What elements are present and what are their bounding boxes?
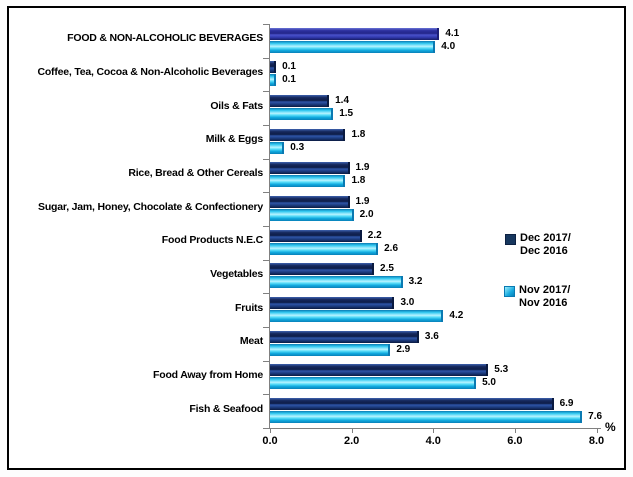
- category-label: Food Away from Home: [153, 369, 263, 381]
- bar-value-label: 2.0: [359, 208, 374, 220]
- category-label: Meat: [239, 335, 263, 348]
- y-axis-tick: [263, 24, 270, 25]
- legend-label-nov-line1: Nov 2017/: [519, 284, 571, 296]
- y-axis-tick: [263, 57, 270, 59]
- bar-value-label: 1.9: [355, 195, 370, 207]
- bar-nov: [270, 141, 285, 154]
- y-axis-tick: [263, 327, 270, 328]
- legend-entry-nov: Nov 2017/ Nov 2016: [504, 284, 570, 310]
- bar-value-label: 2.6: [384, 242, 399, 254]
- x-axis-tick: [433, 428, 435, 433]
- bar-nov: [270, 242, 379, 255]
- x-axis-line: [265, 428, 601, 429]
- bar-dec: [270, 94, 330, 107]
- bar-value-label: 6.9: [559, 397, 574, 409]
- bar-nov: [270, 208, 354, 221]
- bar-value-label: 0.1: [282, 61, 296, 73]
- x-axis-tick: [514, 428, 516, 433]
- bar-value-label: 1.8: [351, 175, 366, 187]
- bar-dec: [270, 61, 277, 74]
- category-label: Sugar, Jam, Honey, Chocolate & Confectio…: [38, 200, 263, 213]
- legend-swatch-dec-icon: [505, 234, 516, 245]
- legend-label-dec-line2: Dec 2016: [520, 245, 568, 257]
- x-axis-tick: [351, 428, 353, 433]
- category-label: Rice, Bread & Other Cereals: [128, 167, 263, 179]
- bar-value-label: 1.9: [355, 162, 370, 174]
- legend-label-nov-line2: Nov 2016: [519, 297, 568, 309]
- y-axis-tick: [263, 125, 270, 126]
- bar-dec: [270, 364, 489, 377]
- bar-value-label: 7.6: [588, 410, 603, 422]
- bar-value-label: 1.5: [339, 107, 354, 119]
- bar-dec: [270, 27, 440, 40]
- x-axis-tick-label: 6.0: [507, 435, 523, 447]
- bar-value-label: 4.2: [449, 309, 464, 321]
- category-label: FOOD & NON-ALCOHOLIC BEVERAGES: [67, 32, 263, 45]
- y-axis-tick: [263, 293, 270, 295]
- bar-value-label: 2.5: [380, 263, 394, 275]
- category-label: Milk & Eggs: [205, 133, 264, 146]
- y-axis-tick: [263, 91, 270, 93]
- category-label: Fish & Seafood: [189, 402, 263, 415]
- x-axis-unit-label: %: [605, 420, 616, 434]
- bar-nov: [270, 276, 403, 289]
- bar-value-label: 4.1: [445, 27, 460, 39]
- bar-nov: [270, 74, 277, 87]
- bar-nov: [270, 40, 436, 53]
- legend-swatch-nov-icon: [504, 286, 515, 297]
- y-axis-line: [269, 24, 270, 428]
- bar-value-label: 3.2: [408, 276, 423, 288]
- x-axis-tick-label: 2.0: [343, 435, 360, 447]
- legend-entry-dec: Dec 2017/ Dec 2016: [505, 232, 571, 258]
- legend-label-nov: Nov 2017/ Nov 2016: [519, 284, 570, 310]
- legend-label-dec-line1: Dec 2017/: [520, 232, 571, 244]
- bar-nov: [270, 410, 583, 423]
- bar-value-label: 5.0: [482, 377, 496, 389]
- bar-value-label: 2.9: [396, 343, 411, 355]
- bar-dec: [270, 162, 350, 175]
- bar-nov: [270, 107, 334, 120]
- category-label: Coffee, Tea, Cocoa & Non-Alcoholic Bever…: [37, 66, 263, 78]
- bar-dec: [270, 296, 395, 309]
- bar-value-label: 0.1: [282, 74, 296, 86]
- y-axis-tick: [263, 226, 270, 227]
- bar-dec: [270, 330, 419, 343]
- y-axis-tick: [263, 259, 270, 261]
- y-axis-tick: [263, 158, 270, 160]
- category-label: Oils & Fats: [210, 99, 263, 112]
- x-axis-tick-label: 8.0: [588, 435, 605, 447]
- bar-value-label: 5.3: [494, 364, 509, 376]
- bar-nov: [270, 175, 346, 188]
- x-axis-tick-label: 4.0: [425, 435, 441, 447]
- bar-value-label: 0.3: [290, 141, 305, 153]
- bar-dec: [270, 229, 362, 242]
- bar-nov: [270, 343, 391, 356]
- bar-value-label: 3.0: [400, 296, 415, 308]
- bar-value-label: 3.6: [424, 330, 439, 342]
- y-axis-tick: [263, 360, 270, 362]
- bar-dec: [270, 195, 350, 208]
- y-axis-tick: [263, 394, 270, 396]
- bar-nov: [270, 377, 477, 390]
- bar-value-label: 2.2: [367, 229, 382, 241]
- bar-dec: [270, 128, 346, 141]
- category-label: Fruits: [235, 301, 263, 314]
- x-axis-tick-label: 0.0: [262, 435, 278, 447]
- bar-value-label: 1.4: [335, 94, 350, 106]
- x-axis-tick: [270, 428, 271, 433]
- category-label: Food Products N.E.C: [161, 234, 263, 247]
- category-label: Vegetables: [210, 268, 263, 280]
- bar-dec: [270, 263, 375, 276]
- bar-value-label: 4.0: [441, 40, 456, 52]
- legend-label-dec: Dec 2017/ Dec 2016: [520, 232, 571, 258]
- bar-value-label: 1.8: [351, 128, 366, 140]
- bar-dec: [270, 397, 554, 410]
- bar-nov: [270, 309, 444, 322]
- x-axis-tick: [596, 428, 598, 433]
- y-axis-tick: [263, 192, 270, 194]
